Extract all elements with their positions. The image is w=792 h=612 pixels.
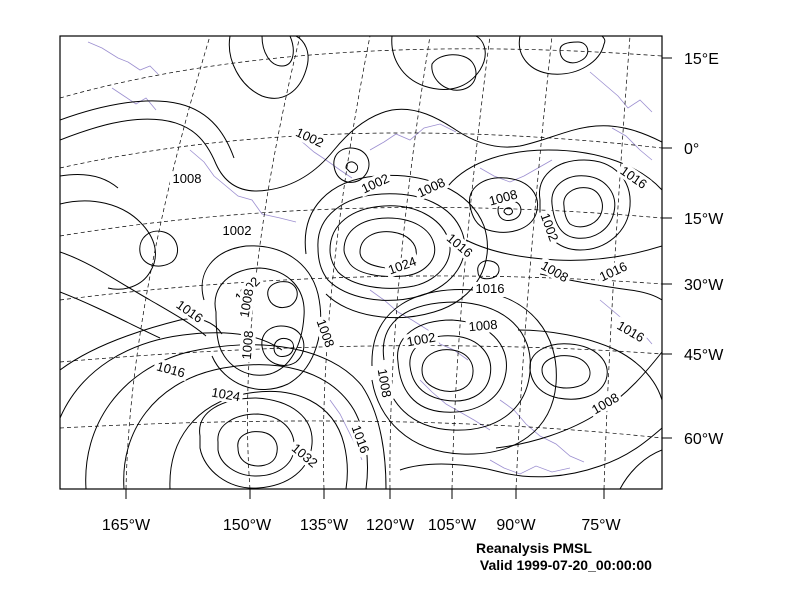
lat-label: 45°W	[684, 347, 724, 364]
isobar	[60, 291, 161, 339]
lon-label: 120°W	[366, 517, 415, 534]
isobar	[60, 108, 662, 192]
graticule-line	[60, 207, 662, 237]
isobar	[447, 149, 662, 191]
contour-label: 1016	[155, 358, 187, 380]
isobar	[60, 100, 235, 159]
contour-label: 1008	[173, 171, 202, 186]
isobar	[465, 239, 662, 261]
contour-labels: 1002 1008 1002 1002 1008 1008 1002 1016 …	[152, 123, 652, 473]
caption-title: Reanalysis PMSL	[476, 540, 592, 556]
graticule-line	[60, 275, 662, 301]
contour-label: 1008	[239, 330, 256, 360]
isobar	[261, 36, 294, 67]
lon-label: 75°W	[581, 517, 621, 534]
coastline	[369, 123, 457, 151]
isobar	[60, 332, 283, 419]
isobars	[60, 36, 662, 489]
isobar	[169, 390, 348, 489]
coastline	[489, 459, 571, 475]
coastline	[87, 41, 159, 75]
coastline	[589, 71, 653, 113]
isobar	[477, 260, 500, 280]
caption-valid-time: Valid 1999-07-20_00:00:00	[476, 557, 652, 573]
graticule-line	[247, 36, 301, 489]
isobar	[529, 343, 608, 400]
isobar	[397, 319, 507, 413]
isobar	[60, 200, 156, 290]
lat-label: 15°W	[684, 211, 724, 228]
isobar	[503, 207, 513, 216]
contour-label: 1024	[210, 385, 241, 405]
isobar	[261, 325, 305, 366]
coastline	[499, 399, 585, 463]
coastline	[611, 127, 653, 161]
isobar	[518, 36, 606, 75]
isobar	[551, 175, 616, 239]
isobar	[304, 174, 488, 318]
isobar	[214, 267, 305, 376]
longitude-labels: 165°W 150°W 135°W 120°W 105°W 90°W 75°W	[102, 517, 622, 534]
contour-label: 1008	[487, 186, 519, 208]
isobar	[371, 289, 557, 455]
isobar	[539, 159, 631, 251]
isobar	[421, 349, 474, 392]
caption: Reanalysis PMSL Valid 1999-07-20_00:00:0…	[476, 540, 652, 574]
lat-label: 0°	[684, 141, 699, 158]
isobar	[563, 187, 603, 228]
isobar	[345, 161, 359, 173]
map-frame	[59, 35, 663, 490]
graticule-line	[60, 48, 662, 99]
isobar	[237, 431, 278, 467]
lat-label: 60°W	[684, 431, 724, 448]
lon-label: 150°W	[223, 517, 272, 534]
isobar	[517, 329, 662, 401]
isobar	[329, 205, 451, 289]
isobar	[60, 318, 223, 371]
isobar	[541, 355, 591, 389]
contour-label: 1016	[476, 281, 505, 296]
coastline	[369, 289, 469, 361]
isobar	[60, 174, 119, 189]
latitude-ticks	[662, 57, 672, 439]
coastline	[111, 87, 157, 111]
coastline	[299, 139, 353, 179]
graticule-line	[60, 420, 662, 439]
lon-label: 135°W	[300, 517, 349, 534]
contour-label: 1002	[406, 330, 437, 350]
lat-label: 30°W	[684, 277, 724, 294]
graticule-line	[60, 345, 662, 363]
lat-label: 15°E	[684, 51, 719, 68]
coastline	[419, 379, 491, 431]
longitude-ticks	[125, 489, 605, 499]
isobar	[619, 449, 662, 489]
isobar	[60, 251, 207, 337]
isobar	[201, 245, 322, 390]
lon-label: 105°W	[428, 517, 477, 534]
coastline	[479, 159, 553, 183]
isobar	[333, 147, 370, 183]
isobar	[431, 54, 477, 91]
lon-label: 90°W	[496, 517, 536, 534]
graticule-line	[60, 132, 662, 169]
isobar	[559, 41, 589, 64]
contour-label: 1008	[468, 317, 498, 334]
isobar	[343, 217, 436, 277]
latitude-labels: 15°E 0° 15°W 30°W 45°W 60°W	[684, 51, 724, 448]
contour-label: 1008	[375, 368, 395, 399]
contour-label: 1002	[223, 223, 252, 238]
isobar	[139, 230, 179, 267]
isobar	[391, 36, 486, 90]
contour-label: 1008	[237, 288, 257, 319]
isobar	[228, 36, 309, 99]
isobar	[85, 344, 387, 489]
isobar	[267, 281, 298, 309]
coastline	[189, 149, 297, 223]
isobar	[468, 177, 538, 233]
lon-label: 165°W	[102, 517, 151, 534]
isobar	[399, 427, 662, 478]
